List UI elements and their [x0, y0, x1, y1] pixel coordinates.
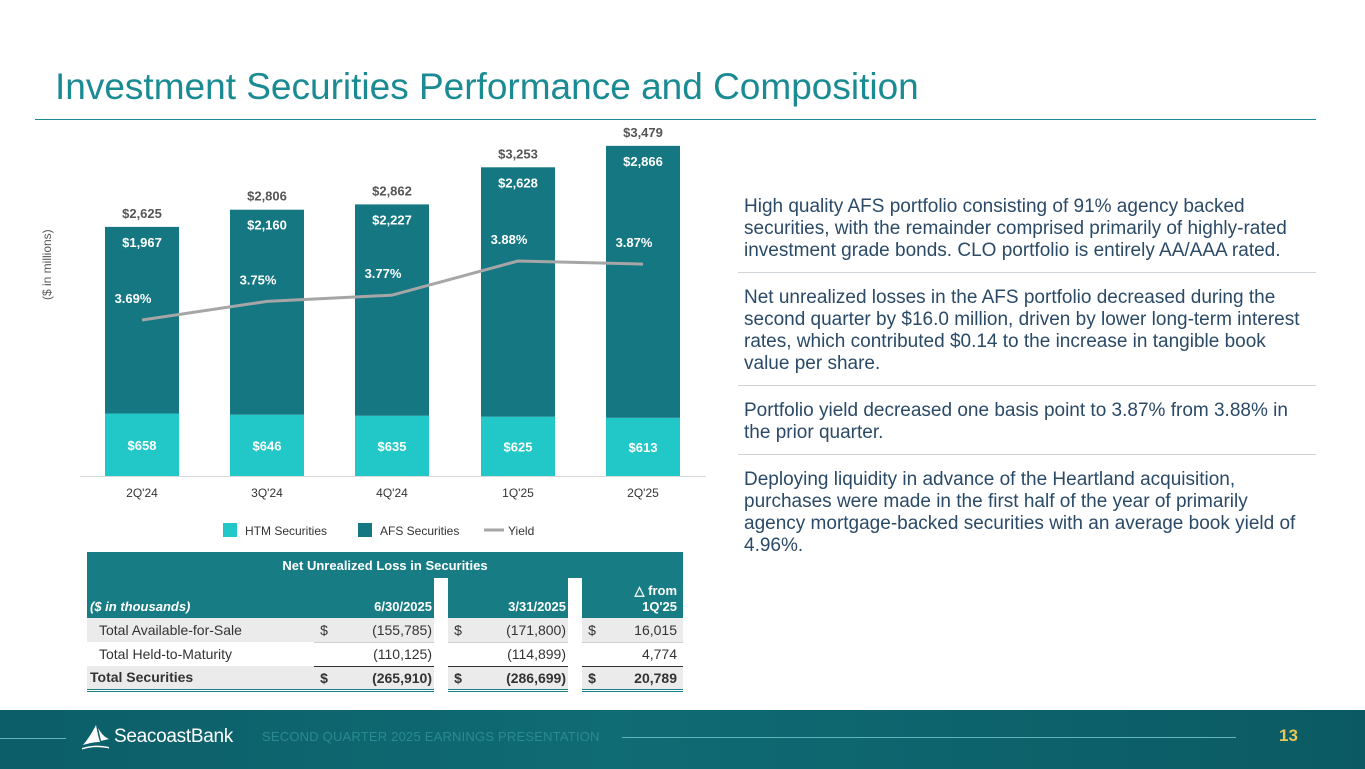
sail-icon: [82, 725, 109, 750]
cell-value: 4,774: [602, 641, 683, 666]
page-number: 13: [1279, 726, 1298, 745]
legend-label: Yield: [508, 524, 534, 538]
total-value-label: $3,479: [623, 125, 663, 140]
htm-value-label: $635: [378, 439, 407, 454]
footer-rule: [622, 737, 1236, 738]
currency-sign: $: [454, 621, 462, 638]
htm-bar: [355, 415, 429, 476]
total-value-label: $3,253: [498, 146, 538, 161]
cell-value: (155,785): [372, 621, 432, 638]
commentary-item: Deploying liquidity in advance of the He…: [744, 469, 1296, 556]
cell-value: 20,789: [602, 665, 683, 692]
yield-value-label: 3.69%: [115, 291, 152, 306]
table-col-header: △ from 1Q'25: [602, 578, 683, 618]
htm-bar: [230, 414, 304, 476]
table-row: Total Available-for-Sale $ (155,785) $ (…: [87, 618, 683, 642]
afs-bar: [105, 226, 179, 414]
htm-bar: [481, 416, 555, 476]
afs-value-label: $2,866: [623, 154, 663, 169]
currency-sign: $: [582, 665, 602, 692]
currency-sign: $: [320, 621, 328, 638]
row-label: Total Securities: [87, 666, 314, 692]
afs-bar: [606, 145, 680, 418]
table-total-row: Total Securities $ (265,910) $ (286,699)…: [87, 665, 683, 692]
afs-bar: [230, 209, 304, 415]
page-title: Investment Securities Performance and Co…: [55, 66, 919, 107]
commentary-list: High quality AFS portfolio consisting of…: [738, 196, 1316, 581]
afs-value-label: $1,967: [122, 235, 162, 250]
afs-bar: [355, 204, 429, 416]
htm-value-label: $658: [128, 438, 157, 453]
row-label: Total Held-to-Maturity: [99, 646, 233, 662]
cell-value: 16,015: [634, 621, 677, 638]
row-label: Total Available-for-Sale: [99, 622, 242, 638]
afs-value-label: $2,227: [372, 212, 412, 227]
legend-swatch: [223, 523, 237, 537]
yield-line: [141, 259, 644, 322]
x-tick-label: 2Q'24: [126, 486, 158, 500]
afs-value-label: $2,160: [247, 218, 287, 233]
htm-bar: [606, 417, 680, 476]
cell-value: (286,699): [468, 665, 568, 692]
table-col-header: 6/30/2025: [334, 578, 434, 618]
footer-rule: [0, 738, 66, 739]
yield-value-label: 3.75%: [240, 272, 277, 287]
x-tick-label: 2Q'25: [627, 486, 659, 500]
yield-value-label: 3.87%: [616, 235, 653, 250]
footer-bar: [0, 710, 1365, 769]
htm-value-label: $646: [253, 438, 282, 453]
footer-subtitle: SECOND QUARTER 2025 EARNINGS PRESENTATIO…: [262, 729, 600, 744]
commentary-item: High quality AFS portfolio consisting of…: [738, 196, 1316, 273]
htm-value-label: $625: [504, 439, 533, 454]
currency-sign: [582, 641, 602, 666]
currency-sign: [448, 641, 468, 666]
afs-bar: [481, 167, 555, 417]
legend-label: AFS Securities: [380, 524, 459, 538]
table-row: Total Held-to-Maturity (110,125) (114,89…: [87, 641, 683, 666]
commentary-item: Net unrealized losses in the AFS portfol…: [738, 287, 1316, 386]
title-divider: [35, 119, 1316, 120]
cell-value: (114,899): [468, 641, 568, 666]
currency-sign: $: [314, 665, 334, 692]
yield-value-label: 3.77%: [365, 266, 402, 281]
yield-value-label: 3.88%: [491, 232, 528, 247]
cell-value: (265,910): [334, 665, 434, 692]
legend-label: HTM Securities: [245, 524, 327, 538]
htm-value-label: $613: [629, 440, 658, 455]
htm-bar: [105, 413, 179, 476]
seacoast-logo: SeacoastBank: [82, 722, 233, 752]
currency-sign: $: [448, 665, 468, 692]
currency-sign: [314, 641, 334, 666]
cell-value: (171,800): [506, 621, 566, 638]
x-tick-label: 4Q'24: [376, 486, 408, 500]
logo-text: SeacoastBank: [114, 726, 233, 747]
legend-swatch: [358, 523, 372, 537]
total-value-label: $2,862: [372, 183, 412, 198]
currency-sign: $: [588, 621, 596, 638]
commentary-item: Portfolio yield decreased one basis poin…: [738, 400, 1316, 455]
afs-value-label: $2,628: [498, 175, 538, 190]
table-title: Net Unrealized Loss in Securities: [87, 552, 683, 578]
x-tick-label: 1Q'25: [502, 486, 534, 500]
total-value-label: $2,625: [122, 206, 162, 221]
cell-value: (110,125): [334, 641, 434, 666]
unrealized-loss-table: Net Unrealized Loss in Securities ($ in …: [87, 552, 683, 692]
y-axis-label: ($ in millions): [40, 229, 54, 300]
x-tick-label: 3Q'24: [251, 486, 283, 500]
table-unit-label: ($ in thousands): [87, 578, 314, 618]
total-value-label: $2,806: [247, 189, 287, 204]
table-col-header: 3/31/2025: [468, 578, 568, 618]
